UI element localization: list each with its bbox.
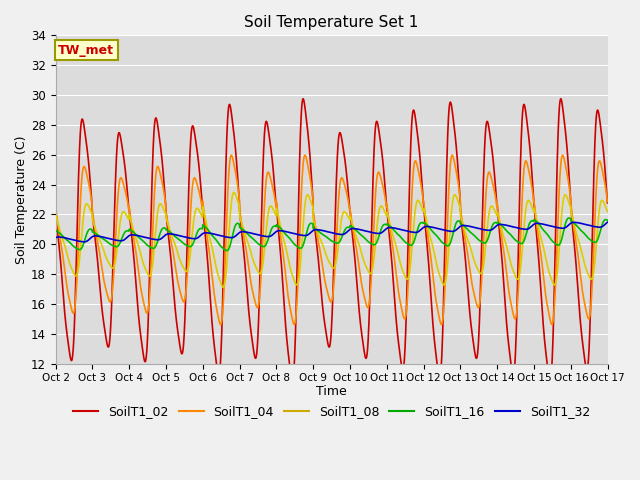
Legend: SoilT1_02, SoilT1_04, SoilT1_08, SoilT1_16, SoilT1_32: SoilT1_02, SoilT1_04, SoilT1_08, SoilT1_… — [68, 400, 595, 423]
X-axis label: Time: Time — [316, 385, 347, 398]
Text: TW_met: TW_met — [58, 44, 115, 57]
Y-axis label: Soil Temperature (C): Soil Temperature (C) — [15, 135, 28, 264]
Title: Soil Temperature Set 1: Soil Temperature Set 1 — [244, 15, 419, 30]
